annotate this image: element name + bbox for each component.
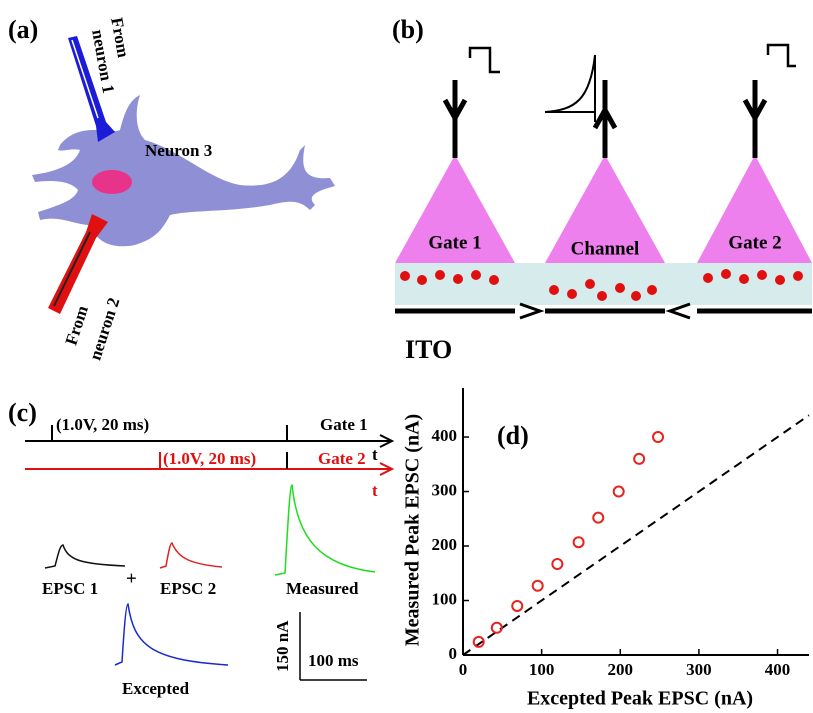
scale-label: 100 ms	[308, 651, 359, 670]
data-point	[533, 581, 543, 591]
channel-label: Channel	[571, 238, 640, 259]
panel-label: (d)	[497, 421, 529, 450]
trace-label: Measured	[286, 579, 359, 598]
figure: (a) From neuron 1 Neuron 3 From neuron 2…	[0, 0, 813, 713]
electrode-label: ITO	[405, 335, 452, 364]
data-point	[593, 513, 603, 523]
panel-c: (c) (1.0V, 20 ms) Gate 1 t (1.0V, 20 ms)…	[8, 398, 392, 698]
from-label: From	[61, 303, 92, 347]
trace-label: Excepted	[122, 679, 190, 698]
neuron-label: Neuron 3	[145, 141, 212, 160]
y-tick-label: 100	[432, 589, 458, 608]
page: {"panel_a": {"label": "(a)", "from_1": "…	[0, 0, 813, 713]
y-tick-label: 400	[432, 426, 458, 445]
pulse-label: (1.0V, 20 ms)	[163, 449, 256, 468]
pipette-wire	[54, 232, 90, 306]
panel-b: (b) Gate 1 Channel Gate 2 ITO	[392, 15, 812, 364]
panel-d: (d) Excepted Peak EPSC (nA) Measured Pea…	[402, 388, 809, 710]
neuron-label: neuron 2	[85, 295, 123, 362]
panel-label: (c)	[8, 398, 37, 427]
data-point	[512, 601, 522, 611]
nucleus	[92, 170, 132, 194]
y-tick-label: 300	[432, 480, 458, 499]
identity-line	[463, 415, 809, 655]
gate-label: Gate 2	[728, 232, 781, 253]
panel-a: (a) From neuron 1 Neuron 3 From neuron 2	[8, 15, 335, 362]
data-point	[614, 487, 624, 497]
x-axis-label: Excepted Peak EPSC (nA)	[527, 688, 753, 710]
y-axis-label: Measured Peak EPSC (nA)	[402, 414, 424, 646]
pulse-label: (1.0V, 20 ms)	[56, 415, 149, 434]
data-point	[574, 537, 584, 547]
data-point	[492, 623, 502, 633]
y-tick-label: 0	[449, 644, 458, 663]
x-tick-label: 0	[459, 660, 468, 679]
y-tick-label: 200	[432, 535, 458, 554]
pulse-icons	[470, 45, 796, 122]
epsc-traces	[45, 485, 375, 665]
data-point	[653, 432, 663, 442]
gate-label: Gate 1	[428, 232, 481, 253]
data-point	[634, 454, 644, 464]
data-point	[552, 559, 562, 569]
t-label: t	[372, 445, 378, 464]
panel-label: (a)	[8, 15, 38, 44]
gate-label: Gate 2	[318, 449, 366, 468]
t-label: t	[372, 481, 378, 500]
x-tick-label: 400	[765, 660, 791, 679]
scale-label: 150 nA	[273, 620, 292, 672]
x-tick-label: 200	[608, 660, 634, 679]
plus-label: +	[126, 568, 137, 589]
gate-label: Gate 1	[320, 415, 368, 434]
x-tick-label: 100	[529, 660, 555, 679]
panel-label: (b)	[392, 15, 424, 44]
trace-label: EPSC 1	[42, 579, 98, 598]
neuron-body	[32, 95, 335, 246]
trace-label: EPSC 2	[160, 579, 216, 598]
x-tick-label: 300	[686, 660, 712, 679]
